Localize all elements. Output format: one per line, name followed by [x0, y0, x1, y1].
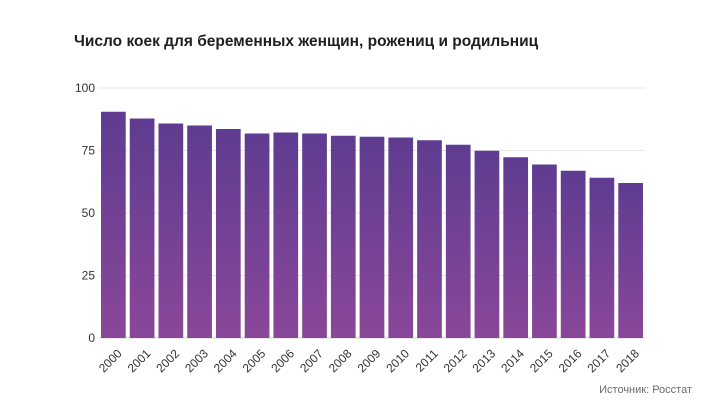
- bar-2005: [244, 133, 270, 338]
- bar-2015: [532, 164, 557, 338]
- x-tick-label: 2008: [326, 346, 355, 375]
- x-tick-label: 2013: [470, 346, 499, 375]
- y-axis: 0 25 50 75 100: [75, 81, 95, 345]
- x-tick-label: 2002: [153, 346, 182, 375]
- bar-2014: [503, 157, 529, 338]
- x-tick-label: 2012: [441, 346, 470, 375]
- bar-2003: [187, 125, 212, 338]
- x-tick-label: 2015: [527, 346, 556, 375]
- x-tick-label: 2005: [240, 346, 269, 375]
- bar-2000: [101, 111, 126, 338]
- y-tick-label: 25: [82, 269, 96, 283]
- x-tick-label: 2016: [556, 346, 585, 375]
- x-tick-label: 2010: [383, 346, 412, 375]
- bar-2016: [560, 170, 586, 338]
- x-tick-label: 2000: [96, 346, 125, 375]
- chart-title: Число коек для беременных женщин, рожени…: [74, 33, 539, 50]
- bar-2009: [359, 136, 385, 338]
- x-tick-label: 2007: [297, 346, 326, 375]
- x-tick-label: 2017: [584, 346, 613, 375]
- x-tick-label: 2018: [613, 346, 642, 375]
- bar-2002: [158, 123, 184, 338]
- x-tick-label: 2003: [182, 346, 211, 375]
- bar-2012: [445, 144, 471, 338]
- bar-2010: [388, 137, 414, 338]
- x-tick-label: 2014: [498, 346, 527, 375]
- x-tick-label: 2011: [413, 346, 441, 374]
- bar-2001: [129, 118, 155, 338]
- x-tick-label: 2006: [268, 346, 297, 375]
- x-tick-label: 2009: [355, 346, 384, 375]
- bar-2011: [417, 140, 442, 338]
- bar-2007: [302, 133, 327, 338]
- x-axis: 2000 2001 2002 2003 2004 2005 2006 2007 2008 2009…: [96, 346, 642, 375]
- bar-2017: [589, 177, 615, 338]
- x-tick-label: 2001: [125, 346, 154, 375]
- bar-2004: [215, 129, 241, 338]
- bars: [101, 111, 643, 338]
- bar-2013: [474, 150, 500, 338]
- y-tick-label: 0: [88, 331, 95, 345]
- bar-2018: [618, 183, 643, 338]
- bar-2006: [273, 132, 299, 338]
- source-note: Источник: Росстат: [599, 384, 692, 396]
- y-tick-label: 100: [75, 81, 95, 95]
- bar-2008: [330, 135, 356, 338]
- y-tick-label: 75: [82, 144, 96, 158]
- y-tick-label: 50: [82, 206, 96, 220]
- x-tick-label: 2004: [211, 346, 240, 375]
